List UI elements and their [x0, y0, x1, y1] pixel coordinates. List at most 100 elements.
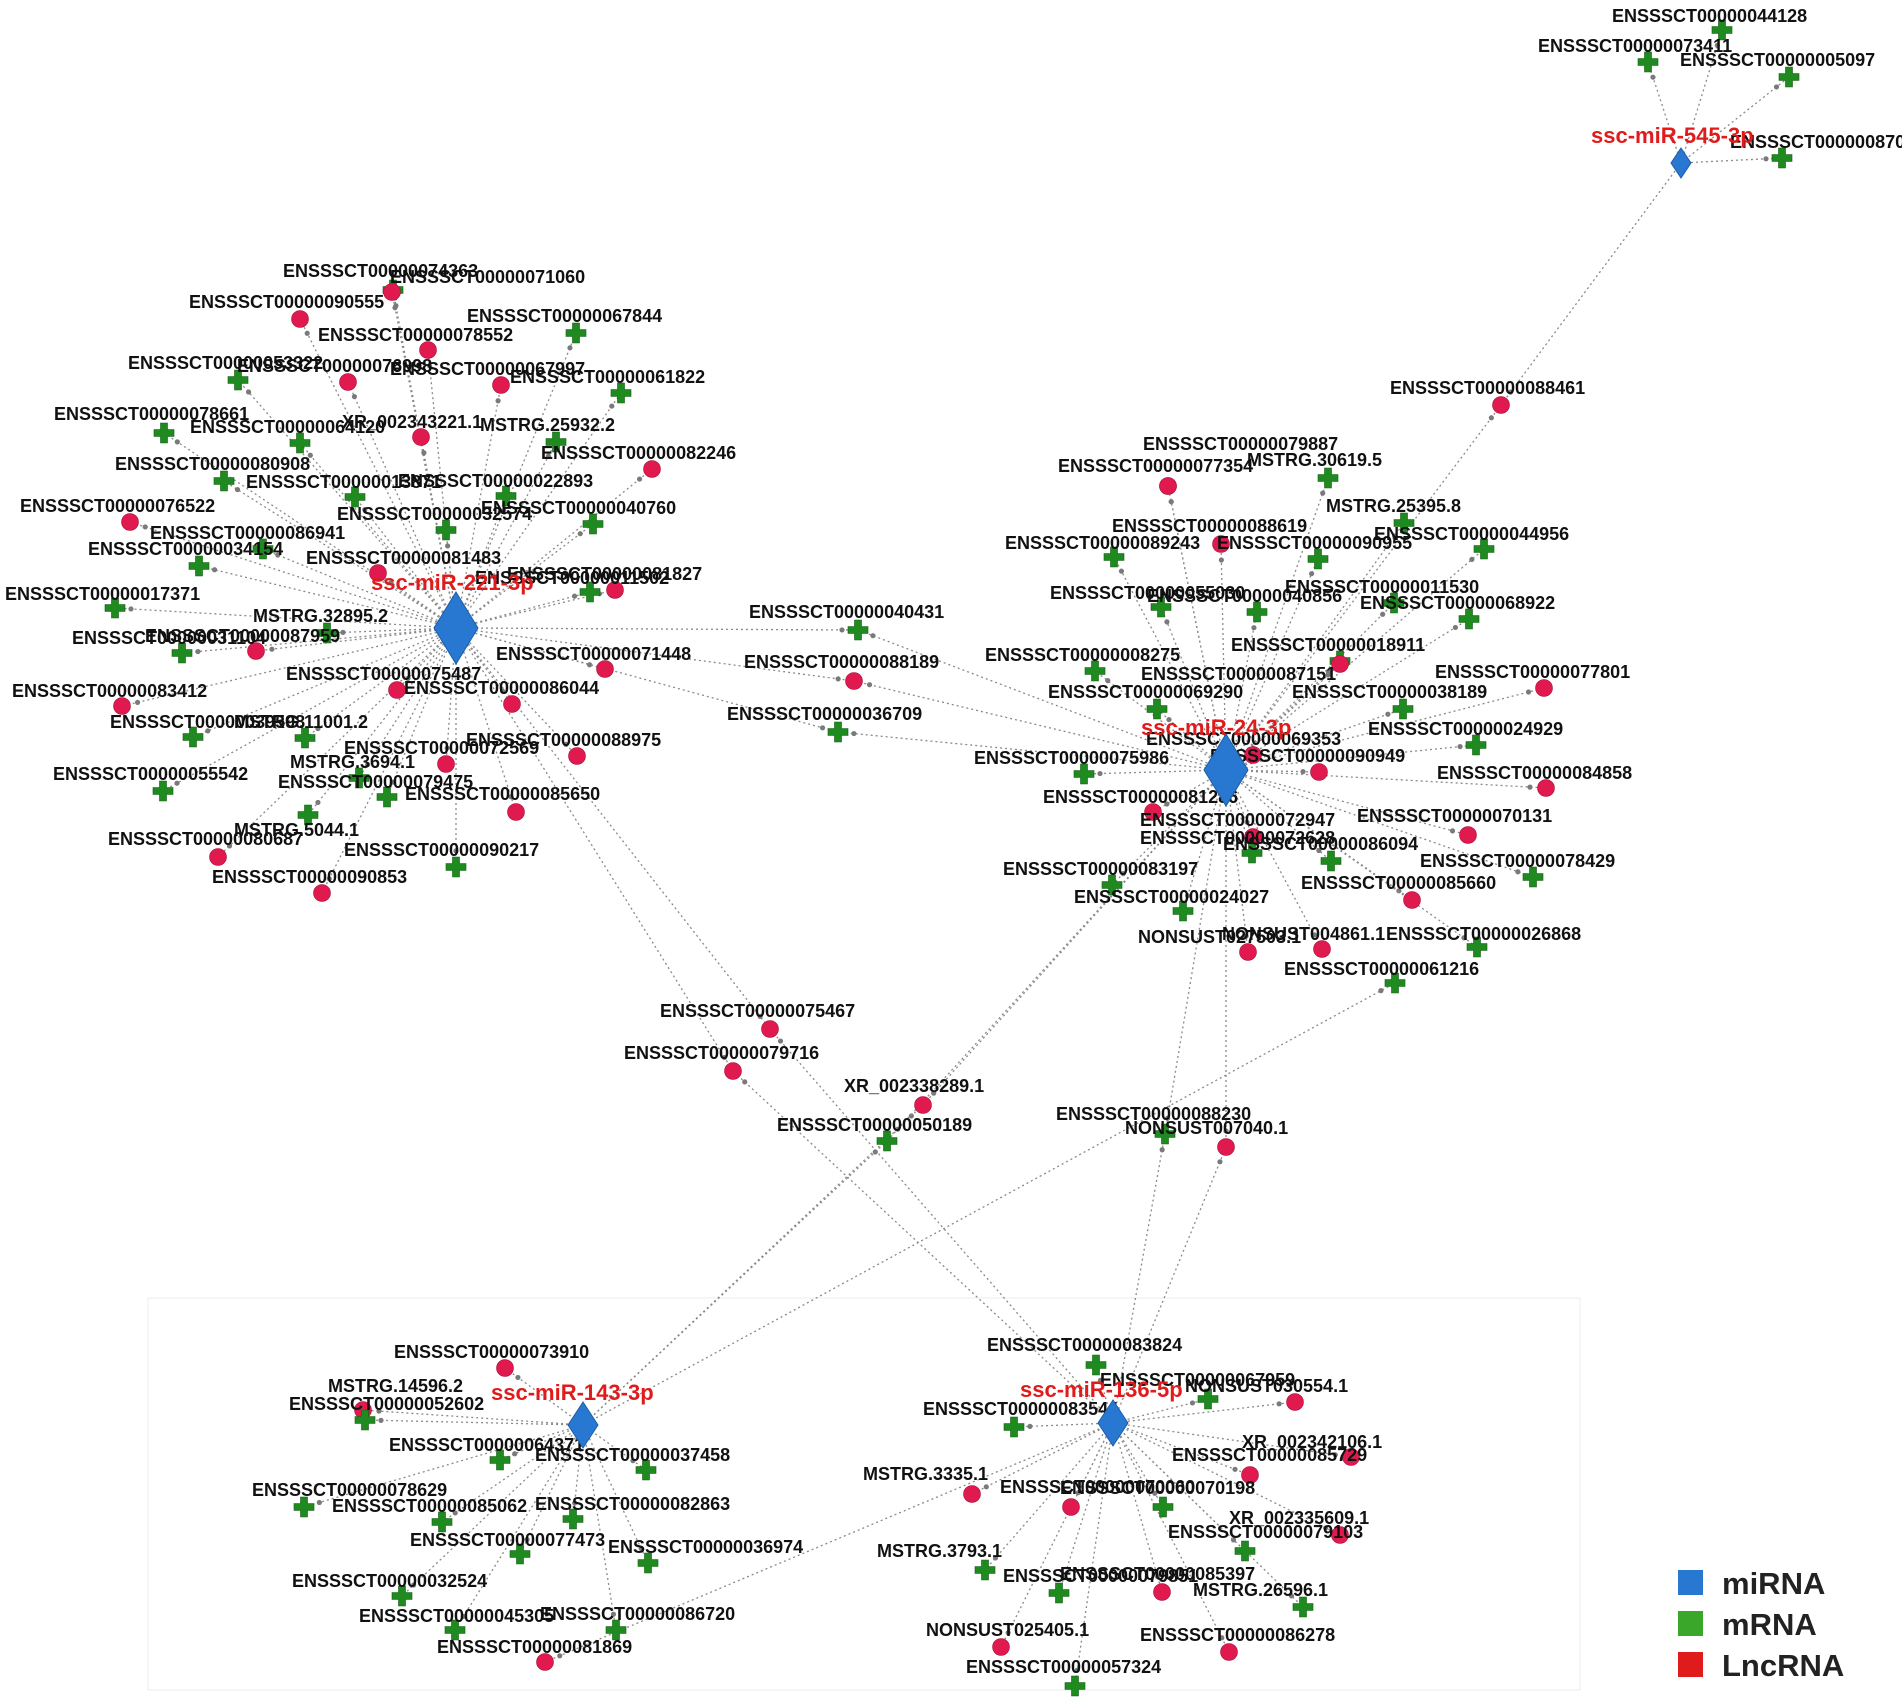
mrna-node-ensssct00000078429[interactable]: ENSSSCT00000078429 [1420, 851, 1615, 888]
mrna-node-ensssct00000008275[interactable]: ENSSSCT00000008275 [985, 645, 1180, 682]
lncrna-node-ensssct00000075487[interactable]: ENSSSCT00000075487 [286, 664, 481, 699]
lncrna-node-ensssct00000076522[interactable]: ENSSSCT00000076522 [20, 496, 215, 531]
mrna-node-ensssct00000005097[interactable]: ENSSSCT00000005097 [1680, 50, 1875, 88]
lncrna-node-xr-002335609-1[interactable]: XR_002335609.1 [1229, 1508, 1369, 1544]
mrna-node-ensssct00000086720[interactable]: ENSSSCT00000086720 [540, 1604, 735, 1641]
mrna-node-ensssct00000082863[interactable]: ENSSSCT00000082863 [535, 1494, 730, 1530]
mrna-node-ensssct00000086094[interactable]: ENSSSCT00000086094 [1223, 834, 1418, 872]
mrna-node-ensssct00000053322[interactable]: ENSSSCT00000053322 [128, 353, 323, 391]
mrna-node-ensssct00000057324[interactable]: ENSSSCT00000057324 [966, 1657, 1161, 1697]
lncrna-node-ensssct00000083412[interactable]: ENSSSCT00000083412 [12, 681, 207, 715]
mrna-node-ensssct00000040431[interactable]: ENSSSCT00000040431 [749, 602, 944, 641]
lncrna-node-ensssct00000077801[interactable]: ENSSSCT00000077801 [1435, 662, 1630, 697]
mrna-node-mstrg-5044-1[interactable]: MSTRG.5044.1 [234, 804, 359, 840]
lncrna-node-ensssct00000069353[interactable]: ENSSSCT00000069353 [1146, 729, 1341, 764]
mirna-node-ssc-mir-143-3p[interactable]: ssc-miR-143-3p [491, 1380, 654, 1449]
lncrna-node-nonsust027503-1[interactable]: NONSUST027503.1 [1138, 927, 1301, 961]
lncrna-node-ensssct00000086278[interactable]: ENSSSCT00000086278 [1140, 1625, 1335, 1661]
mrna-node-ensssct00000024027[interactable]: ENSSSCT00000024027 [1074, 887, 1269, 922]
mrna-node-mstrg-25932-2[interactable]: MSTRG.25932.2 [480, 415, 615, 453]
lncrna-node-ensssct00000088189[interactable]: ENSSSCT00000088189 [744, 652, 939, 690]
mrna-node-ensssct00000055030[interactable]: ENSSSCT00000055030 [1050, 583, 1245, 618]
lncrna-node-ensssct00000080687[interactable]: ENSSSCT00000080687 [108, 829, 303, 866]
mrna-node-ensssct00000032524[interactable]: ENSSSCT00000032524 [292, 1571, 487, 1607]
lncrna-node-nonsust030554-1[interactable]: NONSUST030554.1 [1185, 1376, 1348, 1411]
lncrna-node-mstrg-3335-1[interactable]: MSTRG.3335.1 [863, 1464, 988, 1503]
lncrna-node-ensssct00000088619[interactable]: ENSSSCT00000088619 [1112, 516, 1307, 553]
mrna-node-mstrg-11001-2[interactable]: MSTRG.11001.2 [234, 712, 368, 749]
lncrna-node-ensssct00000067997[interactable]: ENSSSCT00000067997 [390, 359, 585, 394]
lncrna-node-ensssct00000075467[interactable]: ENSSSCT00000075467 [660, 1001, 855, 1038]
mrna-node-ensssct00000034154[interactable]: ENSSSCT00000034154 [88, 539, 283, 577]
mrna-node-ensssct00000079851[interactable]: ENSSSCT00000079851 [1003, 1566, 1198, 1604]
lncrna-node-ensssct00000085660[interactable]: ENSSSCT00000085660 [1301, 873, 1496, 909]
mrna-node-ensssct00000090217[interactable]: ENSSSCT00000090217 [344, 840, 539, 878]
mirna-node-ssc-mir-545-3p[interactable]: ssc-miR-545-3p [1591, 123, 1754, 179]
lncrna-node-ensssct00000079716[interactable]: ENSSSCT00000079716 [624, 1043, 819, 1080]
mrna-node-mstrg-3694-1[interactable]: MSTRG.3694.1 [290, 752, 415, 789]
mrna-node-ensssct00000073411[interactable]: ENSSSCT00000073411 [1538, 36, 1732, 73]
lncrna-node-ensssct00000081827[interactable]: ENSSSCT00000081827 [507, 564, 702, 599]
mrna-node-ensssct00000075986[interactable]: ENSSSCT00000075986 [974, 748, 1169, 785]
mrna-node-ensssct00000083824[interactable]: ENSSSCT00000083824 [987, 1335, 1182, 1376]
mrna-node-ensssct00000031104[interactable]: ENSSSCT00000031104 [72, 628, 266, 664]
lncrna-node-ensssct00000082246[interactable]: ENSSSCT00000082246 [541, 443, 736, 478]
mrna-node-ensssct00000024929[interactable]: ENSSSCT00000024929 [1368, 719, 1563, 756]
mrna-node-ensssct00000089243[interactable]: ENSSSCT00000089243 [1005, 533, 1200, 568]
mrna-node-mstrg-25395-8[interactable]: MSTRG.25395.8 [1326, 496, 1461, 534]
mrna-node-ensssct00000026868[interactable]: ENSSSCT00000026868 [1386, 924, 1581, 958]
mrna-node-ensssct00000036974[interactable]: ENSSSCT00000036974 [608, 1537, 803, 1574]
mrna-node-ensssct00000079103[interactable]: ENSSSCT00000079103 [1168, 1522, 1363, 1562]
lncrna-node-ensssct00000087151[interactable]: ENSSSCT00000087151 [1141, 655, 1349, 685]
lncrna-node-ensssct00000085650[interactable]: ENSSSCT00000085650 [405, 784, 600, 821]
lncrna-node-ensssct00000071060[interactable]: ENSSSCT00000071060 [383, 267, 586, 301]
mrna-node-ensssct00000068922[interactable]: ENSSSCT00000068922 [1360, 593, 1555, 630]
mrna-node-ensssct00000055542[interactable]: ENSSSCT00000055542 [53, 764, 248, 802]
mrna-node-mstrg-26596-1[interactable]: MSTRG.26596.1 [1193, 1580, 1328, 1618]
mrna-node-mstrg-32895-2[interactable]: MSTRG.32895.2 [253, 606, 388, 644]
lncrna-node-ensssct00000085729[interactable]: ENSSSCT00000085729 [1172, 1445, 1367, 1484]
mrna-node-ensssct00000078661[interactable]: ENSSSCT00000078661 [54, 404, 249, 444]
mrna-node-ensssct00000061216[interactable]: ENSSSCT00000061216 [1284, 959, 1479, 994]
lncrna-node-ensssct00000090853[interactable]: ENSSSCT00000090853 [212, 867, 407, 902]
lncrna-node-ensssct00000085397[interactable]: ENSSSCT00000085397 [1060, 1564, 1255, 1601]
mrna-node-ensssct00000037458[interactable]: ENSSSCT00000037458 [535, 1445, 730, 1481]
mrna-node-ensssct00000011530[interactable]: ENSSSCT00000011530 [1285, 577, 1479, 614]
lncrna-node-ensssct00000076998[interactable]: ENSSSCT00000076998 [237, 356, 432, 391]
mrna-node-ensssct00000080908[interactable]: ENSSSCT00000080908 [115, 454, 310, 492]
mrna-node-ensssct00000052602[interactable]: ENSSSCT00000052602 [289, 1394, 484, 1431]
lncrna-node-ensssct00000084858[interactable]: ENSSSCT00000084858 [1437, 763, 1632, 797]
mrna-node-ensssct00000044128[interactable]: ENSSSCT00000044128 [1612, 6, 1807, 41]
lncrna-node-ensssct00000081286[interactable]: ENSSSCT00000081286 [1043, 787, 1238, 821]
lncrna-node-ensssct00000081869[interactable]: ENSSSCT00000081869 [437, 1637, 632, 1671]
mrna-node-ensssct00000061822[interactable]: ENSSSCT00000061822 [510, 367, 705, 404]
lncrna-node-ensssct00000073910[interactable]: ENSSSCT00000073910 [394, 1342, 589, 1377]
mrna-node-ensssct00000085062[interactable]: ENSSSCT00000085062 [332, 1496, 527, 1533]
mrna-node-ensssct00000088230[interactable]: ENSSSCT00000088230 [1056, 1104, 1251, 1145]
mirna-node-ssc-mir-24-3p[interactable]: ssc-miR-24-3p [1141, 715, 1291, 807]
lncrna-node-ensssct00000087959[interactable]: ENSSSCT00000087959 [145, 626, 340, 660]
lncrna-node-ensssct00000070131[interactable]: ENSSSCT00000070131 [1357, 806, 1552, 844]
mirna-node-ssc-mir-221-3p[interactable]: ssc-miR-221-3p [371, 570, 534, 665]
mrna-node-ensssct00000072628[interactable]: ENSSSCT00000072628 [1140, 828, 1335, 864]
mrna-node-ensssct00000078629[interactable]: ENSSSCT00000078629 [252, 1480, 447, 1518]
lncrna-node-ensssct00000090949[interactable]: ENSSSCT00000090949 [1210, 746, 1405, 781]
mrna-node-ensssct00000086941[interactable]: ENSSSCT00000086941 [150, 523, 345, 560]
lncrna-node-xr-002343221-1[interactable]: XR_002343221.1 [342, 412, 482, 446]
mrna-node-ensssct00000039598[interactable]: ENSSSCT00000039598 [110, 712, 305, 748]
mrna-node-ensssct00000044956[interactable]: ENSSSCT00000044956 [1374, 524, 1569, 560]
lncrna-node-ensssct00000088461[interactable]: ENSSSCT00000088461 [1390, 378, 1585, 414]
lncrna-node-ensssct00000090555[interactable]: ENSSSCT00000090555 [189, 292, 384, 328]
mrna-node-ensssct00000077473[interactable]: ENSSSCT00000077473 [410, 1530, 605, 1565]
mrna-node-ensssct00000067959[interactable]: ENSSSCT00000067959 [1100, 1370, 1295, 1410]
mrna-node-ensssct00000083544[interactable]: ENSSSCT00000083544 [923, 1399, 1118, 1438]
lncrna-node-ensssct00000078552[interactable]: ENSSSCT00000078552 [318, 325, 513, 359]
mrna-node-ensssct00000090955[interactable]: ENSSSCT00000090955 [1217, 533, 1412, 570]
mrna-node-ensssct00000064120[interactable]: ENSSSCT00000064120 [190, 417, 385, 454]
lncrna-node-ensssct00000070060[interactable]: ENSSSCT00000070060 [1000, 1477, 1195, 1516]
mrna-node-ensssct00000013871[interactable]: ENSSSCT00000013871 [246, 472, 441, 508]
mrna-node-ensssct00000040856[interactable]: ENSSSCT00000040856 [1147, 586, 1342, 623]
lncrna-node-ensssct00000088975[interactable]: ENSSSCT00000088975 [466, 730, 661, 765]
mrna-node-ensssct00000011502[interactable]: ENSSSCT00000011502 [475, 568, 669, 603]
mrna-node-ensssct00000050189[interactable]: ENSSSCT00000050189 [777, 1115, 972, 1152]
